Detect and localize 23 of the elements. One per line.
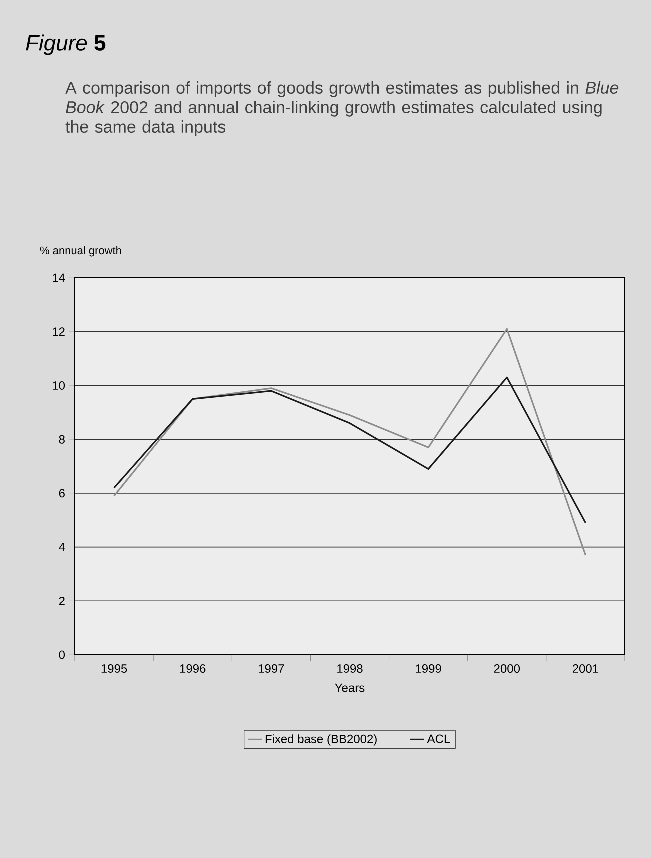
y-tick-label: 12 <box>53 328 65 336</box>
x-tick-label: 2000 <box>494 664 520 674</box>
text: A comparison of imports of goods growth estimates as published in Blue Book 2002 and annual chain-linking growth estimates calculated using the same data inputs <box>66 82 619 136</box>
y-tick-label: 6 <box>59 489 65 498</box>
y-tick-label: 0 <box>59 650 66 660</box>
y-tick-label: 10 <box>53 381 65 390</box>
y-axis-title: % annual growth <box>40 246 122 257</box>
x-tick-label: 2001 <box>572 664 598 674</box>
legend-label: ACL <box>427 734 450 744</box>
legend-label: Fixed base (BB2002) <box>266 734 377 746</box>
x-tick-label: 1996 <box>180 664 206 674</box>
y-tick-label: 14 <box>53 274 66 282</box>
x-axis-title: Years <box>335 684 365 692</box>
x-tick-label: 1998 <box>338 664 363 674</box>
y-tick-label: 8 <box>59 435 65 444</box>
y-tick-label: 4 <box>59 543 66 552</box>
x-tick-label: 1997 <box>258 664 284 674</box>
x-tick-label: 1999 <box>416 664 442 674</box>
x-tick-label: 1995 <box>102 664 128 674</box>
chart-title: Figure 5 <box>26 34 106 56</box>
line-series <box>113 376 587 524</box>
y-tick-label: 2 <box>59 596 65 606</box>
line-series <box>113 328 587 556</box>
